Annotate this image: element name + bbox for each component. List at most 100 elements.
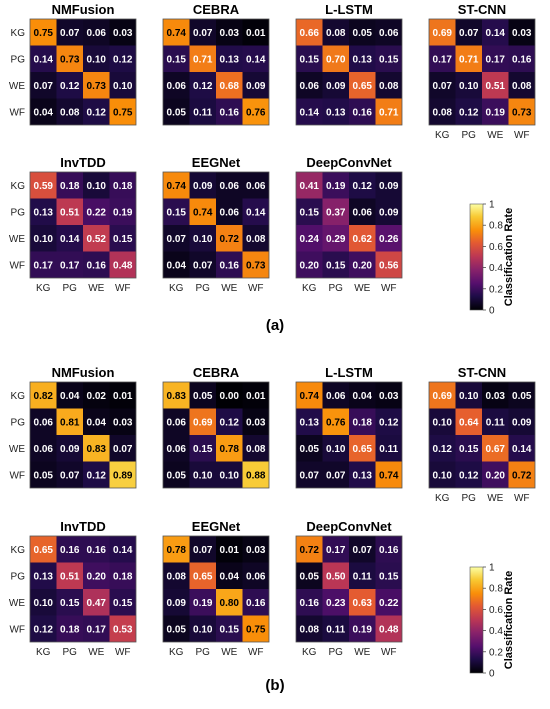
matrix-title: ST-CNN xyxy=(458,2,506,17)
cell-value-label: 0.15 xyxy=(379,54,399,65)
heatmap-cell xyxy=(322,98,349,125)
cell-value-label: 0.48 xyxy=(113,260,133,271)
cell-value-label: 0.76 xyxy=(326,417,346,428)
cell-value-label: 0.17 xyxy=(34,260,54,271)
cell-value-label: 0.16 xyxy=(300,598,320,609)
heatmap-cell xyxy=(429,45,456,72)
cell-value-label: 0.06 xyxy=(167,417,187,428)
matrix-frame xyxy=(428,381,536,489)
cell-value-label: 0.52 xyxy=(87,234,107,245)
cell-value-label: 0.15 xyxy=(167,207,187,218)
col-tick-label: WF xyxy=(115,647,131,658)
col-tick-label: PG xyxy=(196,283,211,294)
heatmap-cell xyxy=(242,225,269,252)
matrix-title: L-LSTM xyxy=(325,2,373,17)
heatmap-cell xyxy=(508,72,535,99)
cell-value-label: 0.15 xyxy=(300,54,320,65)
col-tick-label: PG xyxy=(329,283,344,294)
cell-value-label: 0.04 xyxy=(353,391,373,402)
cell-value-label: 0.13 xyxy=(353,54,373,65)
heatmap-cell xyxy=(242,19,269,46)
cell-value-label: 0.73 xyxy=(512,107,532,118)
heatmap-cell xyxy=(296,435,323,462)
colorbar-tick-label: 0.2 xyxy=(489,284,503,295)
col-tick-label: KG xyxy=(435,493,450,504)
cell-value-label: 0.14 xyxy=(486,28,506,39)
heatmap-cell xyxy=(482,435,509,462)
cell-value-label: 0.07 xyxy=(113,444,133,455)
heatmap-cell xyxy=(375,225,402,252)
heatmap-cell xyxy=(83,251,110,278)
cell-value-label: 0.07 xyxy=(459,28,479,39)
heatmap-cell xyxy=(296,536,323,563)
cell-value-label: 0.04 xyxy=(220,571,240,582)
heatmap-cell xyxy=(296,461,323,488)
heatmap-cell xyxy=(296,225,323,252)
heatmap-cell xyxy=(189,408,216,435)
heatmap-cell xyxy=(242,45,269,72)
cell-value-label: 0.07 xyxy=(60,28,80,39)
cell-value-label: 0.05 xyxy=(512,391,532,402)
heatmap-cell xyxy=(349,562,376,589)
heatmap-cell xyxy=(189,615,216,642)
cell-value-label: 0.78 xyxy=(167,545,187,556)
heatmap-cell xyxy=(189,382,216,409)
cell-value-label: 0.01 xyxy=(246,28,266,39)
cell-value-label: 0.10 xyxy=(34,598,54,609)
heatmap-cell xyxy=(242,615,269,642)
heatmap-cell xyxy=(30,461,57,488)
cell-value-label: 0.14 xyxy=(113,545,133,556)
cell-value-label: 0.59 xyxy=(34,181,54,192)
heatmap-cell xyxy=(508,461,535,488)
cell-value-label: 0.06 xyxy=(379,28,399,39)
col-tick-label: WF xyxy=(514,493,530,504)
heatmap-cell xyxy=(83,19,110,46)
cell-value-label: 0.65 xyxy=(34,545,54,556)
col-tick-label: WF xyxy=(248,283,264,294)
heatmap-cell xyxy=(216,382,243,409)
cell-value-label: 0.16 xyxy=(353,107,373,118)
cell-value-label: 0.01 xyxy=(113,391,133,402)
colorbar-tick-label: 0.2 xyxy=(489,647,503,658)
heatmap-cell xyxy=(482,45,509,72)
heatmap-cell xyxy=(375,408,402,435)
heatmap-cell xyxy=(163,408,190,435)
col-tick-label: KG xyxy=(36,647,51,658)
matrix-frame xyxy=(162,18,270,126)
matrix-title: InvTDD xyxy=(60,155,106,170)
row-tick-label: WE xyxy=(9,444,25,455)
heatmap-cell xyxy=(375,382,402,409)
heatmap-cell xyxy=(455,435,482,462)
heatmap-cell xyxy=(109,615,136,642)
cell-value-label: 0.03 xyxy=(379,391,399,402)
heatmap-cell xyxy=(83,562,110,589)
heatmap-cell xyxy=(349,19,376,46)
heatmap-cell xyxy=(349,172,376,199)
heatmap-cell xyxy=(296,589,323,616)
heatmap-cell xyxy=(296,251,323,278)
cell-value-label: 0.07 xyxy=(433,81,453,92)
cell-value-label: 0.74 xyxy=(167,181,187,192)
heatmap-cell xyxy=(56,251,83,278)
heatmap-cell xyxy=(375,435,402,462)
cell-value-label: 0.51 xyxy=(60,207,80,218)
heatmap-cell xyxy=(109,562,136,589)
heatmap-cell xyxy=(375,198,402,225)
cell-value-label: 0.14 xyxy=(34,54,54,65)
cell-value-label: 0.37 xyxy=(326,207,346,218)
heatmap-cell xyxy=(296,382,323,409)
cell-value-label: 0.08 xyxy=(60,107,80,118)
cell-value-label: 0.41 xyxy=(300,181,320,192)
cell-value-label: 0.72 xyxy=(220,234,240,245)
cell-value-label: 0.05 xyxy=(34,470,54,481)
panel-label: (b) xyxy=(265,677,284,694)
cell-value-label: 0.13 xyxy=(326,107,346,118)
heatmap-cell xyxy=(216,461,243,488)
matrix-title: DeepConvNet xyxy=(306,155,392,170)
cell-value-label: 0.12 xyxy=(433,444,453,455)
cell-value-label: 0.07 xyxy=(167,234,187,245)
heatmap-cell xyxy=(216,408,243,435)
col-tick-label: PG xyxy=(63,283,78,294)
heatmap-cell xyxy=(296,615,323,642)
row-tick-label: WF xyxy=(9,107,25,118)
